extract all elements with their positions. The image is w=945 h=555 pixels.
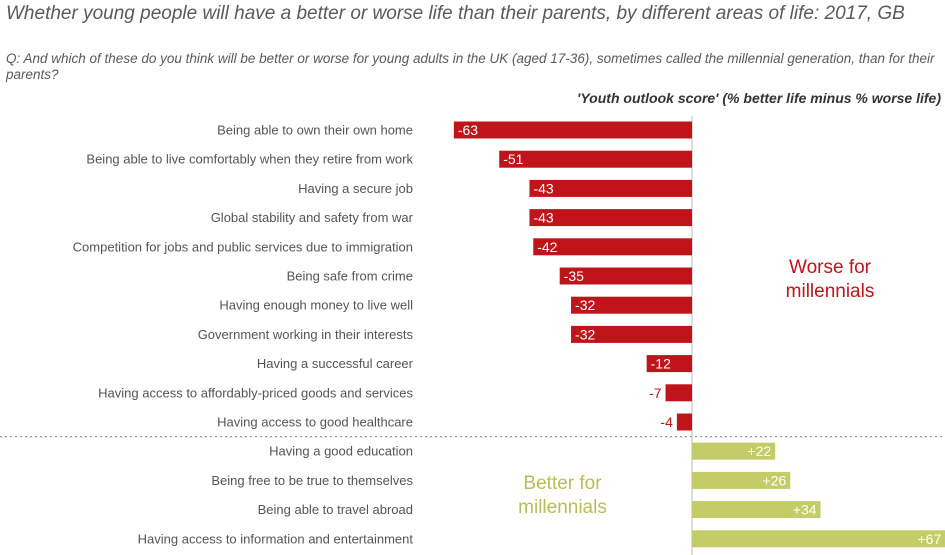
category-label: Having a successful career	[257, 356, 414, 371]
data-label: +26	[763, 472, 787, 488]
data-label: -43	[533, 180, 553, 196]
bar	[571, 296, 692, 314]
bar	[529, 209, 692, 227]
better-annotation: Better for millennials	[518, 473, 607, 518]
category-label: Having enough money to live well	[219, 298, 413, 313]
worse-annotation: Worse for millennials	[785, 257, 875, 302]
bar	[692, 442, 776, 460]
chart-title: Whether young people will have a better …	[6, 3, 905, 24]
bar	[692, 530, 945, 548]
category-label: Being able to travel abroad	[258, 502, 413, 517]
data-label: -42	[537, 239, 557, 255]
bar	[571, 325, 692, 343]
bar	[453, 121, 692, 139]
bar	[646, 355, 692, 373]
bar	[665, 384, 692, 402]
bar	[676, 413, 692, 431]
bar	[692, 471, 791, 489]
category-label: Being able to live comfortably when they…	[86, 152, 413, 167]
data-label: -43	[533, 210, 553, 226]
data-label: +67	[918, 531, 942, 547]
category-label: Global stability and safety from war	[211, 210, 414, 225]
data-label: -63	[458, 122, 478, 138]
category-label: Competition for jobs and public services…	[73, 239, 413, 254]
category-label: Having access to information and enterta…	[138, 531, 414, 546]
category-label: Having access to affordably-priced goods…	[98, 385, 413, 400]
data-label: +34	[793, 502, 817, 518]
data-label: -7	[649, 385, 662, 401]
category-label: Being safe from crime	[287, 269, 413, 284]
bar	[533, 238, 692, 256]
bar	[499, 150, 692, 168]
chart-subtitle: Q: And which of these do you think will …	[6, 51, 935, 82]
category-label: Being free to be true to themselves	[211, 473, 413, 488]
category-label: Having a good education	[269, 444, 413, 459]
data-label: -32	[575, 326, 595, 342]
score-axis-label: 'Youth outlook score' (% better life min…	[577, 90, 941, 106]
data-label: -35	[564, 268, 584, 284]
bar	[559, 267, 692, 285]
bar	[529, 179, 692, 197]
category-label: Having a secure job	[298, 181, 413, 196]
category-label: Being able to own their own home	[217, 123, 413, 138]
data-label: -4	[660, 414, 673, 430]
category-label: Government working in their interests	[198, 327, 414, 342]
data-label: -12	[651, 356, 671, 372]
data-label: +22	[747, 443, 771, 459]
data-label: -32	[575, 297, 595, 313]
data-label: -51	[503, 151, 523, 167]
category-label: Having access to good healthcare	[217, 415, 413, 430]
bar	[692, 501, 821, 519]
